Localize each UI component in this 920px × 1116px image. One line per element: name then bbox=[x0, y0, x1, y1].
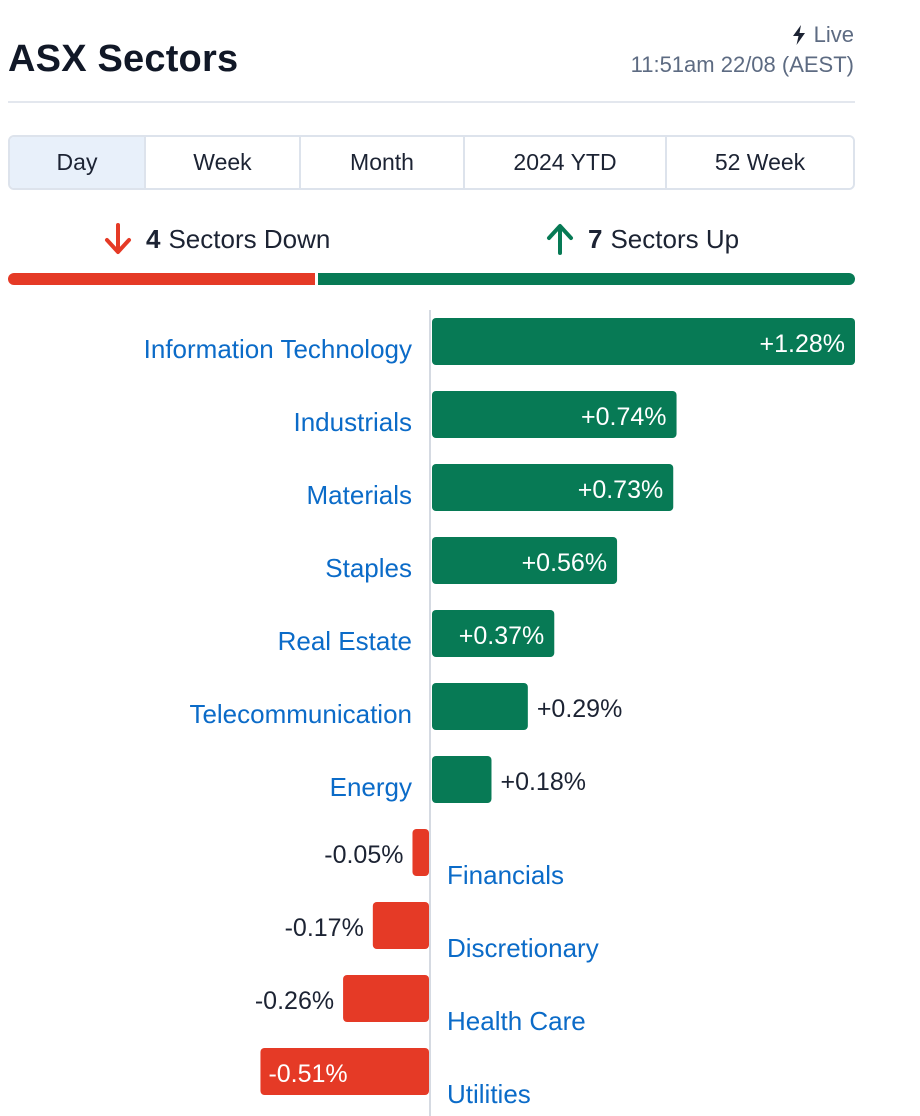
bar[interactable] bbox=[412, 829, 429, 876]
sectors-down-summary: 4 Sectors Down bbox=[102, 222, 330, 256]
bar[interactable] bbox=[432, 610, 555, 657]
sector-label[interactable]: Health Care bbox=[447, 1006, 586, 1036]
bar[interactable] bbox=[432, 756, 492, 803]
sector-label[interactable]: Materials bbox=[307, 480, 412, 510]
tab-week[interactable]: Week bbox=[146, 137, 301, 188]
market-breadth-bar bbox=[8, 273, 855, 285]
breadth-down-segment bbox=[8, 273, 315, 285]
live-status: Live 11:51am 22/08 (AEST) bbox=[631, 20, 854, 80]
period-tabs: Day Week Month 2024 YTD 52 Week bbox=[8, 135, 855, 190]
sector-label[interactable]: Discretionary bbox=[447, 933, 599, 963]
arrow-up-icon bbox=[547, 224, 573, 255]
timestamp: 11:51am 22/08 (AEST) bbox=[630, 52, 854, 77]
lightning-icon bbox=[792, 25, 805, 45]
sector-label[interactable]: Energy bbox=[330, 772, 412, 802]
sector-label[interactable]: Information Technology bbox=[144, 334, 412, 364]
tab-52-week[interactable]: 52 Week bbox=[667, 137, 853, 188]
value-label: -0.05% bbox=[324, 841, 403, 869]
value-label: +0.18% bbox=[500, 768, 586, 796]
value-label: +0.37% bbox=[459, 622, 545, 650]
sector-label[interactable]: Telecommunication bbox=[189, 699, 412, 729]
sector-label[interactable]: Real Estate bbox=[278, 626, 412, 656]
breadth-up-segment bbox=[318, 273, 855, 285]
value-label: +0.56% bbox=[522, 549, 608, 577]
sectors-up-label: Sectors Up bbox=[610, 223, 740, 254]
value-label: -0.26% bbox=[255, 987, 334, 1015]
sector-label[interactable]: Financials bbox=[447, 860, 564, 890]
tab-2024-ytd[interactable]: 2024 YTD bbox=[465, 137, 667, 188]
value-label: +0.73% bbox=[578, 476, 664, 504]
sectors-down-label: Sectors Down bbox=[168, 223, 331, 254]
sectors-down-count: 4 bbox=[146, 223, 161, 254]
page-title: ASX Sectors bbox=[8, 38, 239, 80]
value-label: -0.51% bbox=[268, 1060, 347, 1088]
sector-label[interactable]: Utilities bbox=[447, 1079, 531, 1109]
header-divider bbox=[8, 101, 855, 103]
sectors-up-summary: 7 Sectors Up bbox=[544, 222, 739, 256]
value-label: +0.29% bbox=[537, 695, 623, 723]
sector-label[interactable]: Staples bbox=[325, 553, 412, 583]
live-label: Live bbox=[813, 22, 854, 47]
sectors-up-count: 7 bbox=[588, 223, 603, 254]
sector-label[interactable]: Industrials bbox=[294, 407, 413, 437]
bar[interactable] bbox=[343, 975, 429, 1022]
bar[interactable] bbox=[432, 318, 855, 365]
bar[interactable] bbox=[432, 464, 674, 511]
bar[interactable] bbox=[432, 537, 618, 584]
tab-month[interactable]: Month bbox=[301, 137, 465, 188]
value-label: -0.17% bbox=[285, 914, 364, 942]
bar[interactable] bbox=[372, 902, 429, 949]
sector-bar-chart: Information Technology +1.28% Industrials +… bbox=[144, 310, 855, 1116]
value-label: +0.74% bbox=[581, 403, 667, 431]
bar[interactable] bbox=[432, 683, 528, 730]
bar[interactable] bbox=[432, 391, 677, 438]
tab-day[interactable]: Day bbox=[10, 137, 146, 188]
arrow-down-icon bbox=[105, 223, 131, 254]
bar[interactable] bbox=[260, 1048, 429, 1095]
value-label: +1.28% bbox=[760, 330, 846, 358]
